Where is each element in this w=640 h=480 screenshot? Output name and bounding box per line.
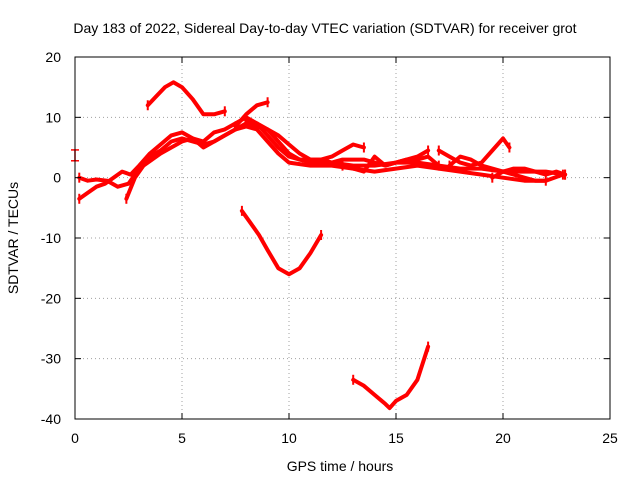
series-line-arc-4 bbox=[145, 80, 227, 117]
series-line-arc-9 bbox=[351, 344, 431, 411]
series-line-arc-12 bbox=[490, 166, 568, 180]
x-tick-label: 20 bbox=[495, 430, 511, 446]
y-tick-label: -10 bbox=[41, 230, 61, 246]
x-tick-label: 15 bbox=[388, 430, 404, 446]
y-tick-label: -20 bbox=[41, 290, 61, 306]
axis-ticks bbox=[74, 56, 611, 420]
y-tick-label: -30 bbox=[41, 351, 61, 367]
x-tick-label: 25 bbox=[602, 430, 618, 446]
chart-title: Day 183 of 2022, Sidereal Day-to-day VTE… bbox=[73, 20, 576, 36]
y-tick-label: -40 bbox=[41, 411, 61, 427]
series-line-arc-11 bbox=[447, 154, 548, 183]
x-axis-label: GPS time / hours bbox=[287, 458, 394, 474]
series-line-arc-5 bbox=[239, 208, 324, 277]
series-line-arc-6 bbox=[233, 100, 270, 129]
x-tick-label: 0 bbox=[71, 430, 79, 446]
series-line-arc-8 bbox=[340, 148, 431, 174]
y-tick-label: 0 bbox=[53, 170, 61, 186]
y-tick-label: 20 bbox=[45, 49, 61, 65]
y-tick-label: 10 bbox=[45, 109, 61, 125]
grid-lines bbox=[75, 57, 610, 419]
y-axis-label: SDTVAR / TECUs bbox=[5, 182, 21, 294]
x-tick-labels: 0 5 10 15 20 25 bbox=[71, 430, 618, 446]
x-tick-label: 5 bbox=[178, 430, 186, 446]
x-tick-label: 10 bbox=[281, 430, 297, 446]
y-tick-labels: 20 10 0 -10 -20 -30 -40 bbox=[41, 49, 61, 427]
data-series bbox=[71, 80, 568, 411]
